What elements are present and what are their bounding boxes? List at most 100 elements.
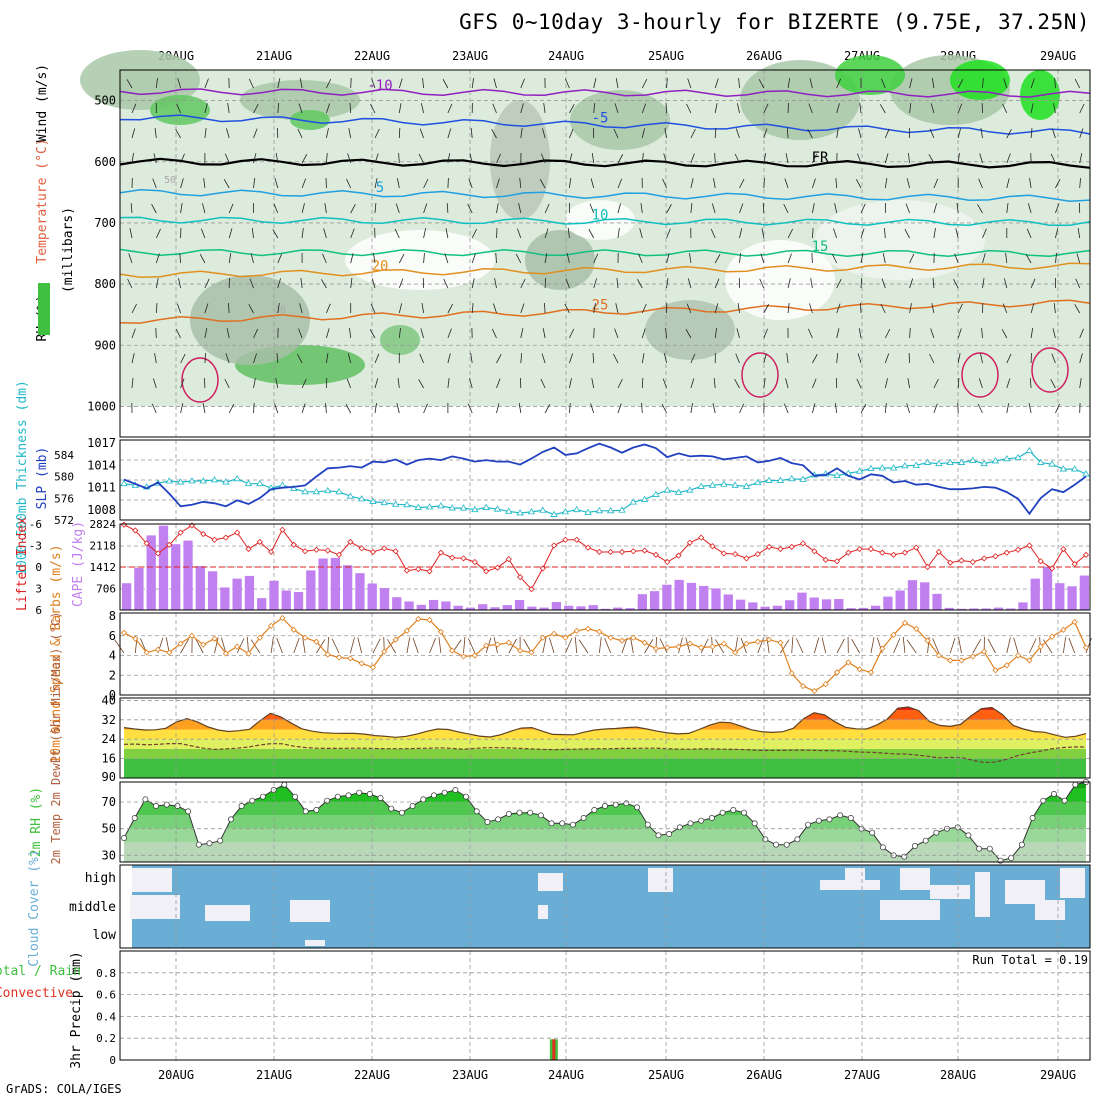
wind-speed-marker (766, 636, 773, 643)
rh-marker (463, 793, 469, 800)
wind-barb (955, 228, 959, 239)
wind-barb (128, 253, 133, 264)
lifted-index-marker (381, 545, 388, 552)
isotherm-label: -5 (592, 111, 609, 127)
wind-speed-marker (505, 639, 512, 646)
lifted-index-marker (607, 548, 614, 556)
wind-barb (760, 253, 765, 264)
wind-barb (663, 153, 667, 164)
thickness-marker (414, 503, 422, 510)
wind-barb (299, 303, 303, 314)
wind-barb-10m (987, 638, 996, 654)
wind-barb (665, 102, 667, 114)
thickness-marker (278, 481, 287, 488)
wind-barb (471, 228, 477, 239)
wind-speed-marker (222, 650, 229, 657)
wind-barb-10m (1006, 637, 1011, 654)
wind-barb (569, 328, 575, 339)
wind-barb (978, 178, 983, 189)
wind-barb (277, 303, 280, 314)
wind-speed-marker (1071, 618, 1078, 625)
wind-barb (860, 277, 863, 289)
wind-barb (569, 128, 574, 139)
wind-speed-marker (901, 619, 908, 626)
cape-bar (428, 599, 439, 610)
thickness-marker (539, 506, 547, 513)
wind-barb (879, 104, 886, 114)
wind-barb (807, 328, 813, 339)
wind-barb (1005, 253, 1008, 264)
wind-barb (374, 353, 380, 364)
thickness-marker (935, 459, 943, 467)
wind-tick: 2 (109, 668, 116, 682)
wind-speed-marker (924, 637, 931, 644)
rh-axis-label: 2m RH (%) (29, 787, 44, 857)
wind-barb (686, 103, 692, 114)
cape-bar (355, 573, 365, 610)
wind-speed-marker (381, 648, 388, 655)
cape-bar (1055, 583, 1065, 610)
date-label-bottom: 23AUG (451, 1068, 489, 1082)
thickness-marker (923, 458, 932, 465)
wind-barb (855, 178, 862, 189)
wind-barb (836, 353, 839, 364)
lifted-index-marker (222, 534, 229, 541)
wind-speed-marker (867, 669, 875, 676)
wind-barb (324, 203, 327, 214)
pressure-tick: 500 (94, 94, 116, 108)
precip-tick: 0.6 (96, 989, 116, 1002)
temp-tick: 16 (102, 752, 116, 766)
slp-tick: 1011 (87, 481, 116, 495)
wind-barb (884, 378, 888, 389)
rh-marker (431, 792, 437, 799)
wind-barb (860, 203, 866, 214)
wind-barb (977, 204, 983, 214)
thickness-marker (505, 507, 513, 514)
wind-speed-marker (483, 642, 490, 649)
lifted-index-marker (551, 542, 558, 549)
cape-bar (171, 544, 181, 610)
wind-barb-10m (780, 639, 790, 654)
lifted-index-marker (494, 564, 501, 571)
thickness-marker (765, 476, 773, 483)
wind-barb (301, 203, 305, 214)
thickness-marker (618, 506, 626, 513)
temp-band (124, 729, 1086, 740)
wind-barb (204, 128, 207, 139)
wind-barb (811, 252, 813, 264)
wind-barb (904, 228, 910, 239)
thickness-marker (188, 477, 196, 484)
wind-barb (593, 278, 598, 289)
wind-speed-marker (347, 655, 354, 662)
lifted-index-marker (890, 551, 897, 558)
wind-barb (980, 353, 983, 364)
wind-barb (349, 102, 352, 114)
wind-barb (957, 377, 960, 389)
cape-bar (613, 607, 623, 610)
thickness-marker (357, 495, 366, 502)
wind-barb (126, 79, 133, 89)
wind-barb (350, 278, 353, 289)
isotherm-line (119, 114, 1091, 135)
wind-axis-label: Wind (m/s) (35, 64, 50, 142)
wind-speed-marker (460, 653, 467, 660)
wind-barb-10m (836, 638, 845, 654)
lifted-index-marker (641, 547, 648, 554)
wind-speed-marker (234, 643, 241, 650)
thickness-marker (1082, 470, 1090, 477)
wind-barb (326, 303, 331, 314)
wind-barb (833, 228, 838, 239)
thickness-marker (256, 479, 264, 487)
wind-barb (518, 403, 522, 414)
wind-barb (155, 278, 159, 289)
wind-barb (423, 228, 427, 239)
wind-barb (884, 128, 890, 139)
wind-barb (544, 203, 550, 214)
cape-bar (785, 600, 795, 610)
thickness-marker (674, 488, 683, 495)
cape-bar (244, 575, 255, 610)
wind-barb (714, 278, 720, 289)
wind-speed-marker (177, 640, 184, 647)
rh-marker (548, 820, 555, 827)
lifted-index-marker (630, 548, 637, 555)
